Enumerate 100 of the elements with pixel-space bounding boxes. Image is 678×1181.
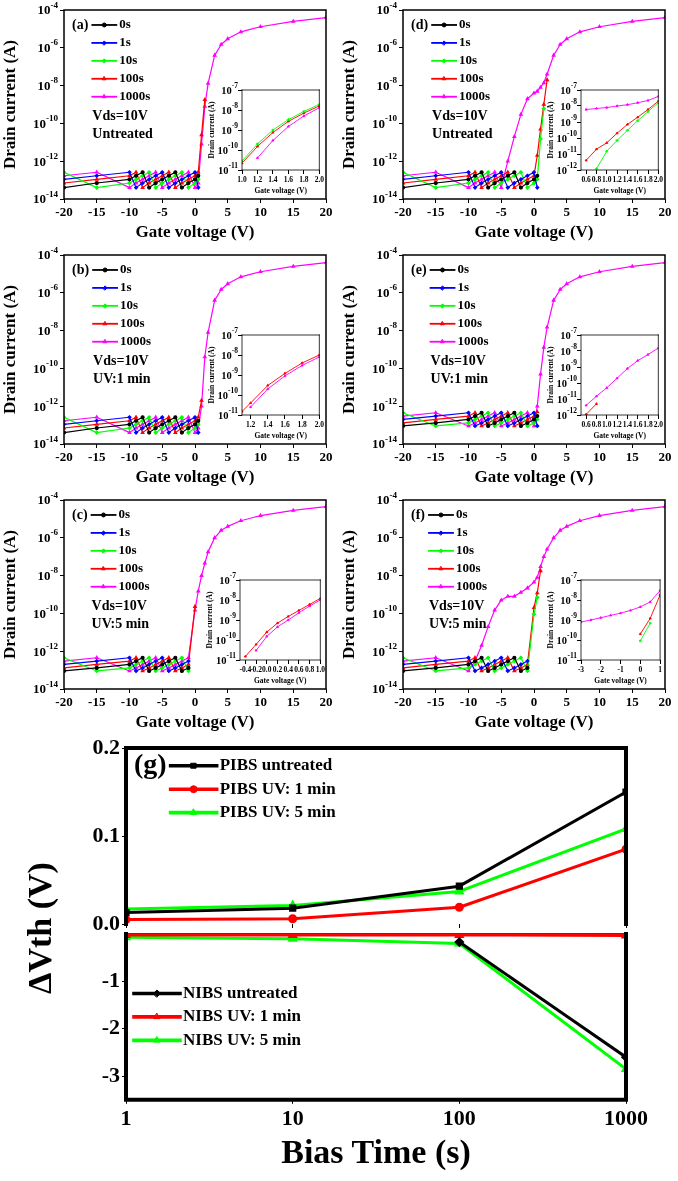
x-tick-label: -20 — [394, 694, 412, 710]
annotation: UV:5 min — [428, 616, 487, 632]
x-tick-label: -5 — [495, 449, 508, 465]
x-axis-title: Gate voltage (V) — [135, 467, 255, 487]
legend-label: 100s — [119, 70, 144, 86]
x-tick-label: -20 — [55, 204, 73, 220]
y-axis-title: ΔVth (V) — [21, 862, 59, 994]
legend-label: 10s — [120, 297, 139, 313]
legend-label: PIBS UV: 1 min — [219, 778, 337, 798]
annotation: (b) — [72, 261, 90, 278]
legend-label: 1s — [119, 34, 131, 50]
legend-label: 1000s — [455, 578, 488, 594]
legend-label: 1s — [455, 524, 468, 540]
x-tick-label: -15 — [88, 449, 106, 465]
x-axis-title: Gate voltage (V) — [135, 222, 255, 242]
legend-label: 0s — [119, 16, 131, 32]
x-tick-label: 0 — [530, 204, 538, 220]
x-tick-label: -10 — [120, 449, 139, 465]
x-tick-label: 20 — [658, 449, 672, 465]
x-tick-label: 10 — [254, 204, 267, 220]
y-axis-title: Drain current (A) — [0, 284, 19, 415]
x-axis-title: Bias Time (s) — [281, 1133, 471, 1172]
x-tick-label: -5 — [495, 204, 508, 220]
legend-label: 10s — [457, 297, 476, 313]
annotation: (c) — [72, 506, 88, 523]
x-tick-label: 5 — [563, 449, 571, 465]
legend-label: 10s — [118, 542, 137, 558]
y-tick-label: -2 — [101, 1014, 120, 1040]
x-tick-label: 100 — [442, 1104, 476, 1130]
legend-label: 1s — [457, 279, 470, 295]
annotation: Vds=10V — [430, 353, 486, 369]
y-axis-title: Drain current (A) — [338, 39, 358, 170]
annotation: Untreated — [432, 126, 493, 142]
y-axis-title: Drain current (A) — [338, 529, 358, 660]
x-tick-label: -15 — [427, 694, 445, 710]
annotation: (d) — [411, 16, 429, 33]
x-tick-label: 1 — [120, 1104, 132, 1130]
x-tick-label: 0 — [530, 449, 538, 465]
legend-label: 0s — [120, 261, 132, 277]
x-tick-label: -15 — [88, 694, 106, 710]
annotation: UV:1 min — [93, 371, 151, 387]
legend-label: PIBS UV: 5 min — [219, 802, 337, 822]
x-tick-label: -10 — [120, 204, 139, 220]
legend-label: 10s — [119, 52, 138, 68]
x-tick-label: -10 — [459, 694, 478, 710]
x-axis-title: Gate voltage (V) — [474, 467, 594, 487]
x-tick-label: 0 — [530, 694, 538, 710]
legend-label: NIBS untreated — [183, 982, 298, 1002]
x-tick-label: 20 — [658, 204, 672, 220]
legend-label: 10s — [459, 52, 478, 68]
x-tick-label: 15 — [625, 204, 640, 220]
x-tick-label: 20 — [319, 204, 333, 220]
legend-label: 1s — [459, 34, 471, 50]
annotation: (f) — [411, 506, 426, 523]
x-tick-label: 0 — [191, 449, 199, 465]
x-tick-label: 20 — [319, 694, 333, 710]
x-tick-label: 15 — [286, 204, 301, 220]
legend-label: 100s — [459, 70, 484, 86]
x-tick-label: -10 — [120, 694, 139, 710]
legend-label: 1s — [120, 279, 132, 295]
y-axis-title: Drain current (A) — [0, 39, 19, 170]
legend-label: 1000s — [459, 88, 491, 104]
x-tick-label: 5 — [563, 204, 571, 220]
y-tick-label: -1 — [101, 967, 120, 993]
annotation: Vds=10V — [91, 598, 147, 614]
x-tick-label: 20 — [319, 449, 333, 465]
x-tick-label: 5 — [563, 694, 571, 710]
x-tick-label: -10 — [459, 204, 478, 220]
annotation: (g) — [134, 747, 167, 779]
legend-label: 10s — [455, 542, 475, 558]
x-tick-label: 10 — [593, 449, 606, 465]
x-tick-label: -15 — [427, 449, 445, 465]
annotation: Vds=10V — [432, 108, 488, 124]
annotation: Vds=10V — [428, 598, 485, 614]
x-tick-label: 15 — [286, 694, 301, 710]
annotation: (e) — [411, 261, 427, 278]
annotation: (a) — [72, 16, 89, 33]
x-axis-title: Gate voltage (V) — [474, 222, 594, 242]
legend-label: 0s — [118, 506, 131, 522]
y-tick-label: 0.2 — [92, 733, 120, 759]
x-tick-label: 15 — [625, 449, 640, 465]
x-axis-title: Gate voltage (V) — [135, 712, 255, 732]
annotation: Vds=10V — [92, 108, 148, 124]
x-tick-label: 10 — [281, 1104, 304, 1130]
x-tick-label: 5 — [224, 204, 232, 220]
annotation: Untreated — [92, 126, 153, 142]
x-tick-label: -5 — [156, 694, 169, 710]
x-tick-label: 5 — [224, 449, 232, 465]
x-tick-label: -20 — [394, 449, 412, 465]
x-tick-label: -5 — [156, 449, 169, 465]
x-tick-label: -20 — [55, 694, 73, 710]
x-tick-label: 20 — [658, 694, 672, 710]
legend-label: NIBS UV: 1 min — [183, 1006, 302, 1026]
annotation: UV:1 min — [430, 371, 489, 387]
x-tick-label: 15 — [286, 449, 301, 465]
y-tick-label: 0.0 — [92, 909, 120, 935]
x-tick-label: 5 — [224, 694, 232, 710]
y-tick-label: 0.1 — [92, 821, 120, 847]
legend-label: 0s — [455, 506, 468, 522]
legend-label: 100s — [457, 315, 483, 331]
